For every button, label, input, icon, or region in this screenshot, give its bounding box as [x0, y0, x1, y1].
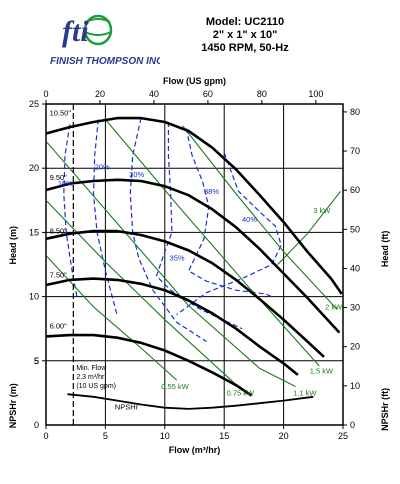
- y-axis-right-head-title: Head (ft): [380, 231, 390, 267]
- size-label: 2" x 1" x 10": [212, 29, 278, 41]
- power-line-0-75-kw: [45, 199, 240, 389]
- speed-label: 1450 RPM, 50-Hz: [201, 42, 289, 54]
- y-axis-right-npshr-title: NPSHr (ft): [380, 388, 390, 431]
- power-label-0-55-kw: 0.55 kW: [161, 382, 189, 391]
- power-label-3-kw: 3 kW: [313, 206, 331, 215]
- tick-label-y-left-npshr-0: 0: [34, 420, 39, 430]
- tick-label-y-right-head-20: 20: [350, 342, 360, 352]
- efficiency-label-40: 40%: [242, 215, 257, 224]
- tick-label-x-top-0: 0: [43, 89, 48, 99]
- head-curve-9-50: [45, 178, 341, 334]
- power-label-2-kw: 2 kW: [325, 302, 343, 311]
- power-line-1-5-kw: [104, 119, 320, 367]
- tick-label-x-bottom-20: 20: [279, 431, 289, 441]
- logo-mark: fti: [62, 15, 89, 48]
- plot-frame: [45, 103, 344, 426]
- y-axis-left-head-title: Head (m): [8, 226, 18, 265]
- series-label-7-50: 7.50": [50, 270, 68, 279]
- tick-label-x-top-60: 60: [203, 89, 213, 99]
- efficiency-line-10: [63, 124, 78, 297]
- min-flow-text-2: (10 US gpm): [76, 383, 116, 390]
- pump-header: Model: UC2110 2" x 1" x 10" 1450 RPM, 50…: [170, 16, 320, 55]
- model-label: Model: UC2110: [205, 16, 285, 28]
- power-label-0-75-kw: 0.75 kW: [227, 388, 255, 397]
- company-logo: fti FINISH THOMPSON INC.: [20, 8, 166, 68]
- series-label-6-00: 6.00": [50, 322, 68, 331]
- head-curve-6-00: [45, 333, 253, 397]
- power-line-3-kw: [277, 190, 342, 265]
- head-curve-npshr: [67, 393, 314, 410]
- x-axis-top-title: Flow (US gpm): [163, 76, 226, 86]
- power-line-1-1-kw: [45, 140, 296, 387]
- tick-label-y-right-head-70: 70: [350, 146, 360, 156]
- power-label-1-1-kw: 1.1 kW: [293, 388, 317, 397]
- power-line-2-kw: [182, 125, 338, 310]
- efficiency-label-20: 20%: [95, 162, 110, 171]
- min-flow-text-1: 2.3 m³/hr: [76, 374, 105, 381]
- head-curve-7-50: [45, 277, 299, 376]
- tick-label-y-left-head-10: 10: [29, 292, 39, 302]
- series-label-10-50: 10.50": [50, 109, 72, 118]
- series-label-npshr: NPSHr: [115, 403, 139, 412]
- efficiency-line-40: [176, 152, 282, 316]
- tick-label-y-right-head-60: 60: [350, 185, 360, 195]
- tick-label-x-top-80: 80: [257, 89, 267, 99]
- tick-label-y-right-npshr-0: 0: [350, 420, 355, 430]
- efficiency-curves: [63, 117, 282, 343]
- efficiency-label-35: 35%: [170, 254, 185, 263]
- min-flow-text-0: Min. Flow: [76, 365, 107, 372]
- power-lines: [45, 119, 342, 389]
- efficiency-line-30: [129, 117, 207, 343]
- tick-label-y-left-head-20: 20: [29, 163, 39, 173]
- tick-label-y-right-head-50: 50: [350, 224, 360, 234]
- head-curve-8-50: [45, 229, 325, 358]
- efficiency-label-30: 30%: [129, 170, 144, 179]
- tick-label-y-right-head-40: 40: [350, 263, 360, 273]
- tick-label-y-right-head-30: 30: [350, 303, 360, 313]
- grid: [45, 103, 344, 426]
- power-label-1-5-kw: 1.5 kW: [310, 367, 334, 376]
- tick-label-y-right-npshr-10: 10: [350, 381, 360, 391]
- tick-label-y-left-npshr-5: 5: [34, 356, 39, 366]
- efficiency-label-38: 38%: [204, 187, 219, 196]
- series-label-9-50: 9.50": [50, 173, 68, 182]
- tick-label-x-bottom-5: 5: [103, 431, 108, 441]
- tick-label-y-left-head-15: 15: [29, 227, 39, 237]
- efficiency-line-38: [185, 128, 272, 298]
- head-curves: [45, 116, 343, 410]
- logo-graphic: fti FINISH THOMPSON INC.: [50, 14, 166, 67]
- tick-label-y-left-head-25: 25: [29, 99, 39, 109]
- tick-label-x-top-100: 100: [308, 89, 323, 99]
- tick-label-x-top-20: 20: [95, 89, 105, 99]
- y-axis-left-npshr-title: NPSHr (m): [8, 383, 18, 428]
- curve-labels: 10% 20% 30% 35% 38% 40% 0.55 kW 0.75 kW 1.1 kW 1.…: [50, 109, 344, 412]
- head-curve-10-50: [45, 116, 343, 295]
- efficiency-label-10: 10%: [58, 179, 73, 188]
- tick-label-x-top-40: 40: [149, 89, 159, 99]
- series-label-8-50: 8.50": [50, 227, 68, 236]
- tick-label-x-bottom-10: 10: [160, 431, 170, 441]
- tick-label-y-left-head-5: 5: [34, 356, 39, 366]
- tick-label-x-bottom-0: 0: [43, 431, 48, 441]
- efficiency-line-35: [155, 122, 243, 330]
- tick-label-x-bottom-15: 15: [219, 431, 229, 441]
- globe-icon: [83, 14, 113, 46]
- tick-label-y-right-head-80: 80: [350, 107, 360, 117]
- logo-company-name: FINISH THOMPSON INC.: [50, 56, 160, 67]
- tick-label-x-bottom-25: 25: [338, 431, 348, 441]
- x-axis-bottom-title: Flow (m³/hr): [169, 445, 221, 455]
